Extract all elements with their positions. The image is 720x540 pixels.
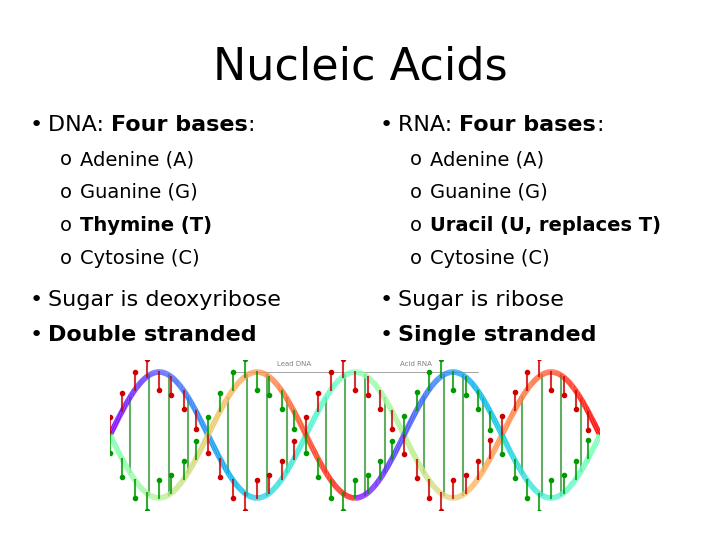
Text: •: •	[30, 325, 43, 345]
Text: Double stranded: Double stranded	[48, 325, 256, 345]
Text: :: :	[248, 115, 256, 135]
Text: Four bases: Four bases	[459, 115, 596, 135]
Text: Cytosine (C): Cytosine (C)	[80, 249, 199, 268]
Text: o: o	[410, 150, 422, 169]
Text: o: o	[60, 249, 72, 268]
Text: o: o	[410, 249, 422, 268]
Text: o: o	[410, 183, 422, 202]
Text: o: o	[60, 150, 72, 169]
Text: Nucleic Acids: Nucleic Acids	[212, 45, 508, 88]
Text: Adenine (A): Adenine (A)	[80, 150, 194, 169]
Text: •: •	[30, 290, 43, 310]
Text: Acid RNA: Acid RNA	[400, 361, 432, 368]
Text: o: o	[410, 216, 422, 235]
Text: Thymine (T): Thymine (T)	[80, 216, 212, 235]
Text: o: o	[60, 183, 72, 202]
Text: o: o	[60, 216, 72, 235]
Text: •: •	[30, 115, 43, 135]
Text: Sugar is deoxyribose: Sugar is deoxyribose	[48, 290, 281, 310]
Text: :: :	[596, 115, 603, 135]
Text: DNA:: DNA:	[48, 115, 111, 135]
Text: Four bases: Four bases	[111, 115, 248, 135]
Text: Sugar is ribose: Sugar is ribose	[398, 290, 564, 310]
Text: RNA:: RNA:	[398, 115, 459, 135]
Text: •: •	[380, 290, 393, 310]
Text: Guanine (G): Guanine (G)	[430, 183, 548, 202]
Text: Lead DNA: Lead DNA	[276, 361, 311, 368]
Text: Uracil (U, replaces T): Uracil (U, replaces T)	[430, 216, 661, 235]
Text: Cytosine (C): Cytosine (C)	[430, 249, 549, 268]
Text: Adenine (A): Adenine (A)	[430, 150, 544, 169]
Text: Single stranded: Single stranded	[398, 325, 596, 345]
Text: Guanine (G): Guanine (G)	[80, 183, 198, 202]
Text: •: •	[380, 325, 393, 345]
Text: •: •	[380, 115, 393, 135]
